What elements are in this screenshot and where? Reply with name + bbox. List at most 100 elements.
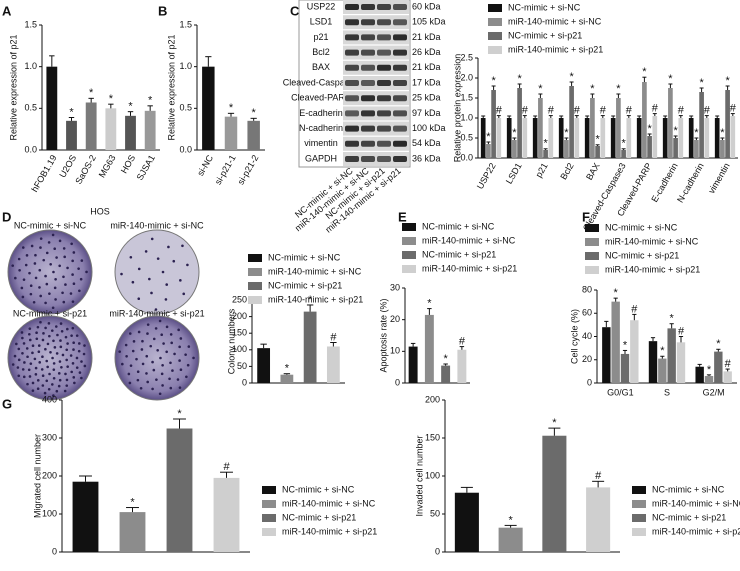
colony-dot xyxy=(63,389,67,393)
colony-dot xyxy=(31,381,35,385)
colony-dot xyxy=(70,242,73,246)
blot-band xyxy=(361,4,375,10)
colony-dot xyxy=(148,277,151,281)
colony-dot xyxy=(53,346,57,349)
colony-dot xyxy=(26,382,29,386)
bar xyxy=(532,118,538,158)
blot-strip xyxy=(343,45,409,60)
colony-dot xyxy=(21,246,25,249)
y-tick-label: 0.5 xyxy=(460,132,473,142)
significance: * xyxy=(427,297,432,309)
bar xyxy=(457,349,467,383)
colony-dot xyxy=(179,368,183,372)
colony-dot xyxy=(33,262,37,265)
dish-caption: NC-mimic + si-NC xyxy=(14,220,87,230)
colony-dot xyxy=(136,370,140,373)
blot-band xyxy=(361,110,375,117)
error-bar xyxy=(306,304,314,312)
colony-dot xyxy=(54,298,57,301)
bar xyxy=(636,118,642,158)
blot-strip xyxy=(343,30,409,45)
colony-dot xyxy=(72,341,75,345)
colony-dot xyxy=(160,333,164,336)
colony-dot xyxy=(27,368,31,372)
blot-band xyxy=(345,140,359,147)
error-bar xyxy=(559,115,564,118)
legend-swatch xyxy=(248,296,262,304)
colony-dot xyxy=(162,342,165,345)
bar xyxy=(673,138,678,158)
colony-dot xyxy=(131,280,135,284)
y-tick-label: 1.0 xyxy=(179,61,192,71)
y-tick-label: 50 xyxy=(430,508,440,518)
error-bar xyxy=(613,297,618,302)
error-bar xyxy=(126,507,139,513)
colony-dot xyxy=(78,289,81,293)
bar xyxy=(620,353,630,383)
bar xyxy=(247,120,260,150)
colony-dot xyxy=(146,332,149,335)
colony-dot xyxy=(17,257,21,261)
kda-label: 60 kDa xyxy=(412,1,441,11)
bar xyxy=(586,487,611,552)
colony-dot xyxy=(28,332,31,336)
error-bar xyxy=(548,115,553,118)
legend-label: NC-mimic + si-NC xyxy=(605,222,678,232)
significance: * xyxy=(517,73,522,85)
significance: * xyxy=(668,73,673,85)
protein-label: vimentin xyxy=(304,138,338,148)
significance: * xyxy=(725,75,730,87)
blot-band xyxy=(393,19,407,26)
error-bar xyxy=(569,81,574,86)
x-tick-label: MG63 xyxy=(97,153,118,179)
error-bar xyxy=(616,93,621,98)
significance: * xyxy=(89,87,94,99)
bar xyxy=(667,328,676,383)
colony-dot xyxy=(165,283,169,286)
colony-dot xyxy=(71,326,75,330)
significance: * xyxy=(443,353,448,365)
colony-dot xyxy=(179,279,182,282)
blot-band xyxy=(361,80,375,86)
error-bar xyxy=(496,115,501,118)
blot-band xyxy=(393,49,407,56)
colony-dot xyxy=(151,360,154,364)
colony-dot xyxy=(52,394,55,397)
significance: # xyxy=(496,105,503,117)
legend-label: miR-140-mimic + si-p21 xyxy=(268,294,363,304)
colony-dot xyxy=(41,355,44,358)
blot-strip xyxy=(343,60,409,75)
colony-dot xyxy=(72,376,76,379)
legend-swatch xyxy=(585,266,599,274)
colony-dot xyxy=(34,276,38,280)
error-bar xyxy=(678,336,684,343)
colony-dot xyxy=(145,354,149,358)
protein-label: E-cadherin xyxy=(299,108,343,118)
colony-dot xyxy=(17,347,21,351)
colony-dot xyxy=(51,356,54,360)
y-tick-label: 0.5 xyxy=(24,103,37,113)
colony-dot xyxy=(50,329,54,332)
legend-swatch xyxy=(402,251,416,259)
blot-band xyxy=(377,156,391,162)
error-bar xyxy=(592,480,605,488)
blot-band xyxy=(361,140,375,147)
panel-letter: E xyxy=(398,209,407,224)
significance: * xyxy=(252,107,257,119)
error-bar xyxy=(621,148,626,150)
significance: # xyxy=(678,325,685,337)
colony-dot xyxy=(23,361,26,364)
colony-dot xyxy=(54,325,58,328)
significance: # xyxy=(459,335,466,347)
error-bar xyxy=(642,76,647,82)
colony-dot xyxy=(165,350,168,354)
colony-dot xyxy=(72,251,76,254)
bar xyxy=(46,66,58,150)
error-bar xyxy=(459,346,465,350)
significance: * xyxy=(720,127,725,139)
significance: # xyxy=(600,105,607,117)
colony-dot xyxy=(35,337,39,341)
bar xyxy=(480,118,486,158)
colony-dot xyxy=(58,264,61,268)
colony-dot xyxy=(21,351,24,355)
